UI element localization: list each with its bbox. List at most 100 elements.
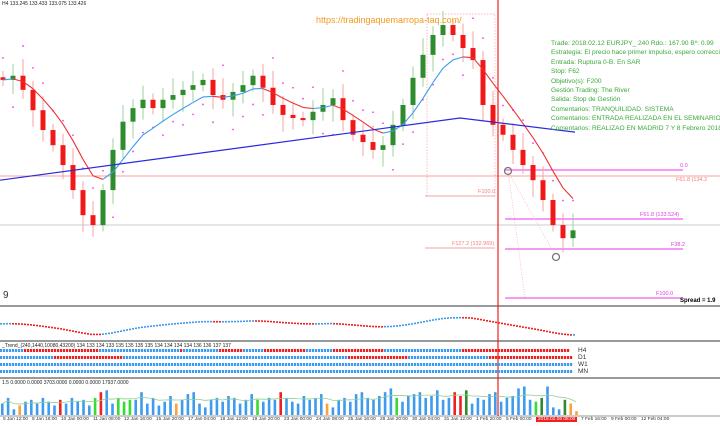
trend-dot [3,349,6,352]
oscillator-dot [417,322,419,324]
trend-dot [225,363,228,366]
sar-dot [322,132,324,135]
sar-dot [362,109,364,112]
trend-dot [339,370,342,373]
trend-dot [87,370,90,373]
trend-dot [507,363,510,366]
volume-bar [273,399,277,415]
trend-dot [48,349,51,352]
trend-dot [417,370,420,373]
trend-dot [429,356,432,359]
trend-dot [291,370,294,373]
candle-body [70,165,76,191]
oscillator-dot [186,321,188,324]
trend-dot [219,370,222,373]
trend-dot [246,356,249,359]
candle-body [490,104,496,125]
volume-bar [523,386,526,415]
trend-dot [435,356,438,359]
oscillator-dot [141,326,143,329]
oscillator-dot [558,332,560,335]
trend-dot [90,349,93,352]
trend-dot [156,363,159,366]
trend-dot [477,349,480,352]
volume-bar [35,403,39,415]
sar-dot [62,119,64,122]
trend-dot [279,363,282,366]
time-axis-label: 9 Feb 00:00 [611,417,637,422]
trend-dot [72,356,75,359]
trend-dot [45,363,48,366]
trend-dot [60,356,63,359]
trend-dot [390,370,393,373]
candle-body [450,25,456,35]
trend-dot [375,363,378,366]
trend-dot [75,363,78,366]
trend-dot [27,370,30,373]
trend-dot [51,349,54,352]
oscillator-dot [96,333,98,336]
trend-dot [447,356,450,359]
trend-dot [201,349,204,352]
trend-dot [282,349,285,352]
trend-dot [558,370,561,373]
moving-average-segment [402,112,414,125]
moving-average-segment [482,69,494,84]
volume-bar [175,403,178,415]
moving-average-segment [52,110,64,125]
trend-dot [426,363,429,366]
candle-body [520,149,526,166]
trend-dot [498,370,501,373]
trend-dot [84,370,87,373]
time-axis-label: 8 Jan 16:00 [32,417,58,422]
sar-dot [482,37,484,40]
oscillator-dot [39,325,41,327]
trend-dot [501,363,504,366]
trend-dot [42,363,45,366]
volume-bar [343,397,346,415]
trend-dot [306,363,309,366]
trend-dot [384,349,387,352]
trend-dot [501,370,504,373]
volume-bar [93,397,97,415]
trend-dot [174,349,177,352]
trend-dot [210,349,213,352]
trend-dot [393,363,396,366]
sar-dot [102,169,104,172]
oscillator-dot [153,325,155,327]
trend-dot [411,363,414,366]
trend-dot [21,356,24,359]
trend-dot [417,363,420,366]
volume-bar [540,397,543,415]
trend-dot [111,349,114,352]
trend-dot [69,370,72,373]
trend-dot [438,370,441,373]
trend-dot [51,370,54,373]
trend-dot [96,356,99,359]
trend-dot [105,356,108,359]
trend-dot [93,363,96,366]
trend-dot [513,363,516,366]
oscillator-dot [486,319,488,322]
oscillator-dot [429,319,431,322]
trend-dot [507,349,510,352]
trend-dot [39,370,42,373]
trend-dot [249,370,252,373]
trend-dot [69,363,72,366]
trend-dot [462,356,465,359]
trend-dot [372,349,375,352]
trend-dot [243,370,246,373]
trend-dot [429,370,432,373]
trend-dot [303,356,306,359]
oscillator-dot [84,332,86,335]
sar-dot [282,82,284,84]
trend-dot [171,349,174,352]
trend-dot [153,349,156,352]
trend-dot [126,349,129,352]
trend-dot [477,356,480,359]
oscillator-dot [372,325,374,328]
trend-dot [207,363,210,366]
trend-dot [444,370,447,373]
oscillator-dot [354,324,356,326]
